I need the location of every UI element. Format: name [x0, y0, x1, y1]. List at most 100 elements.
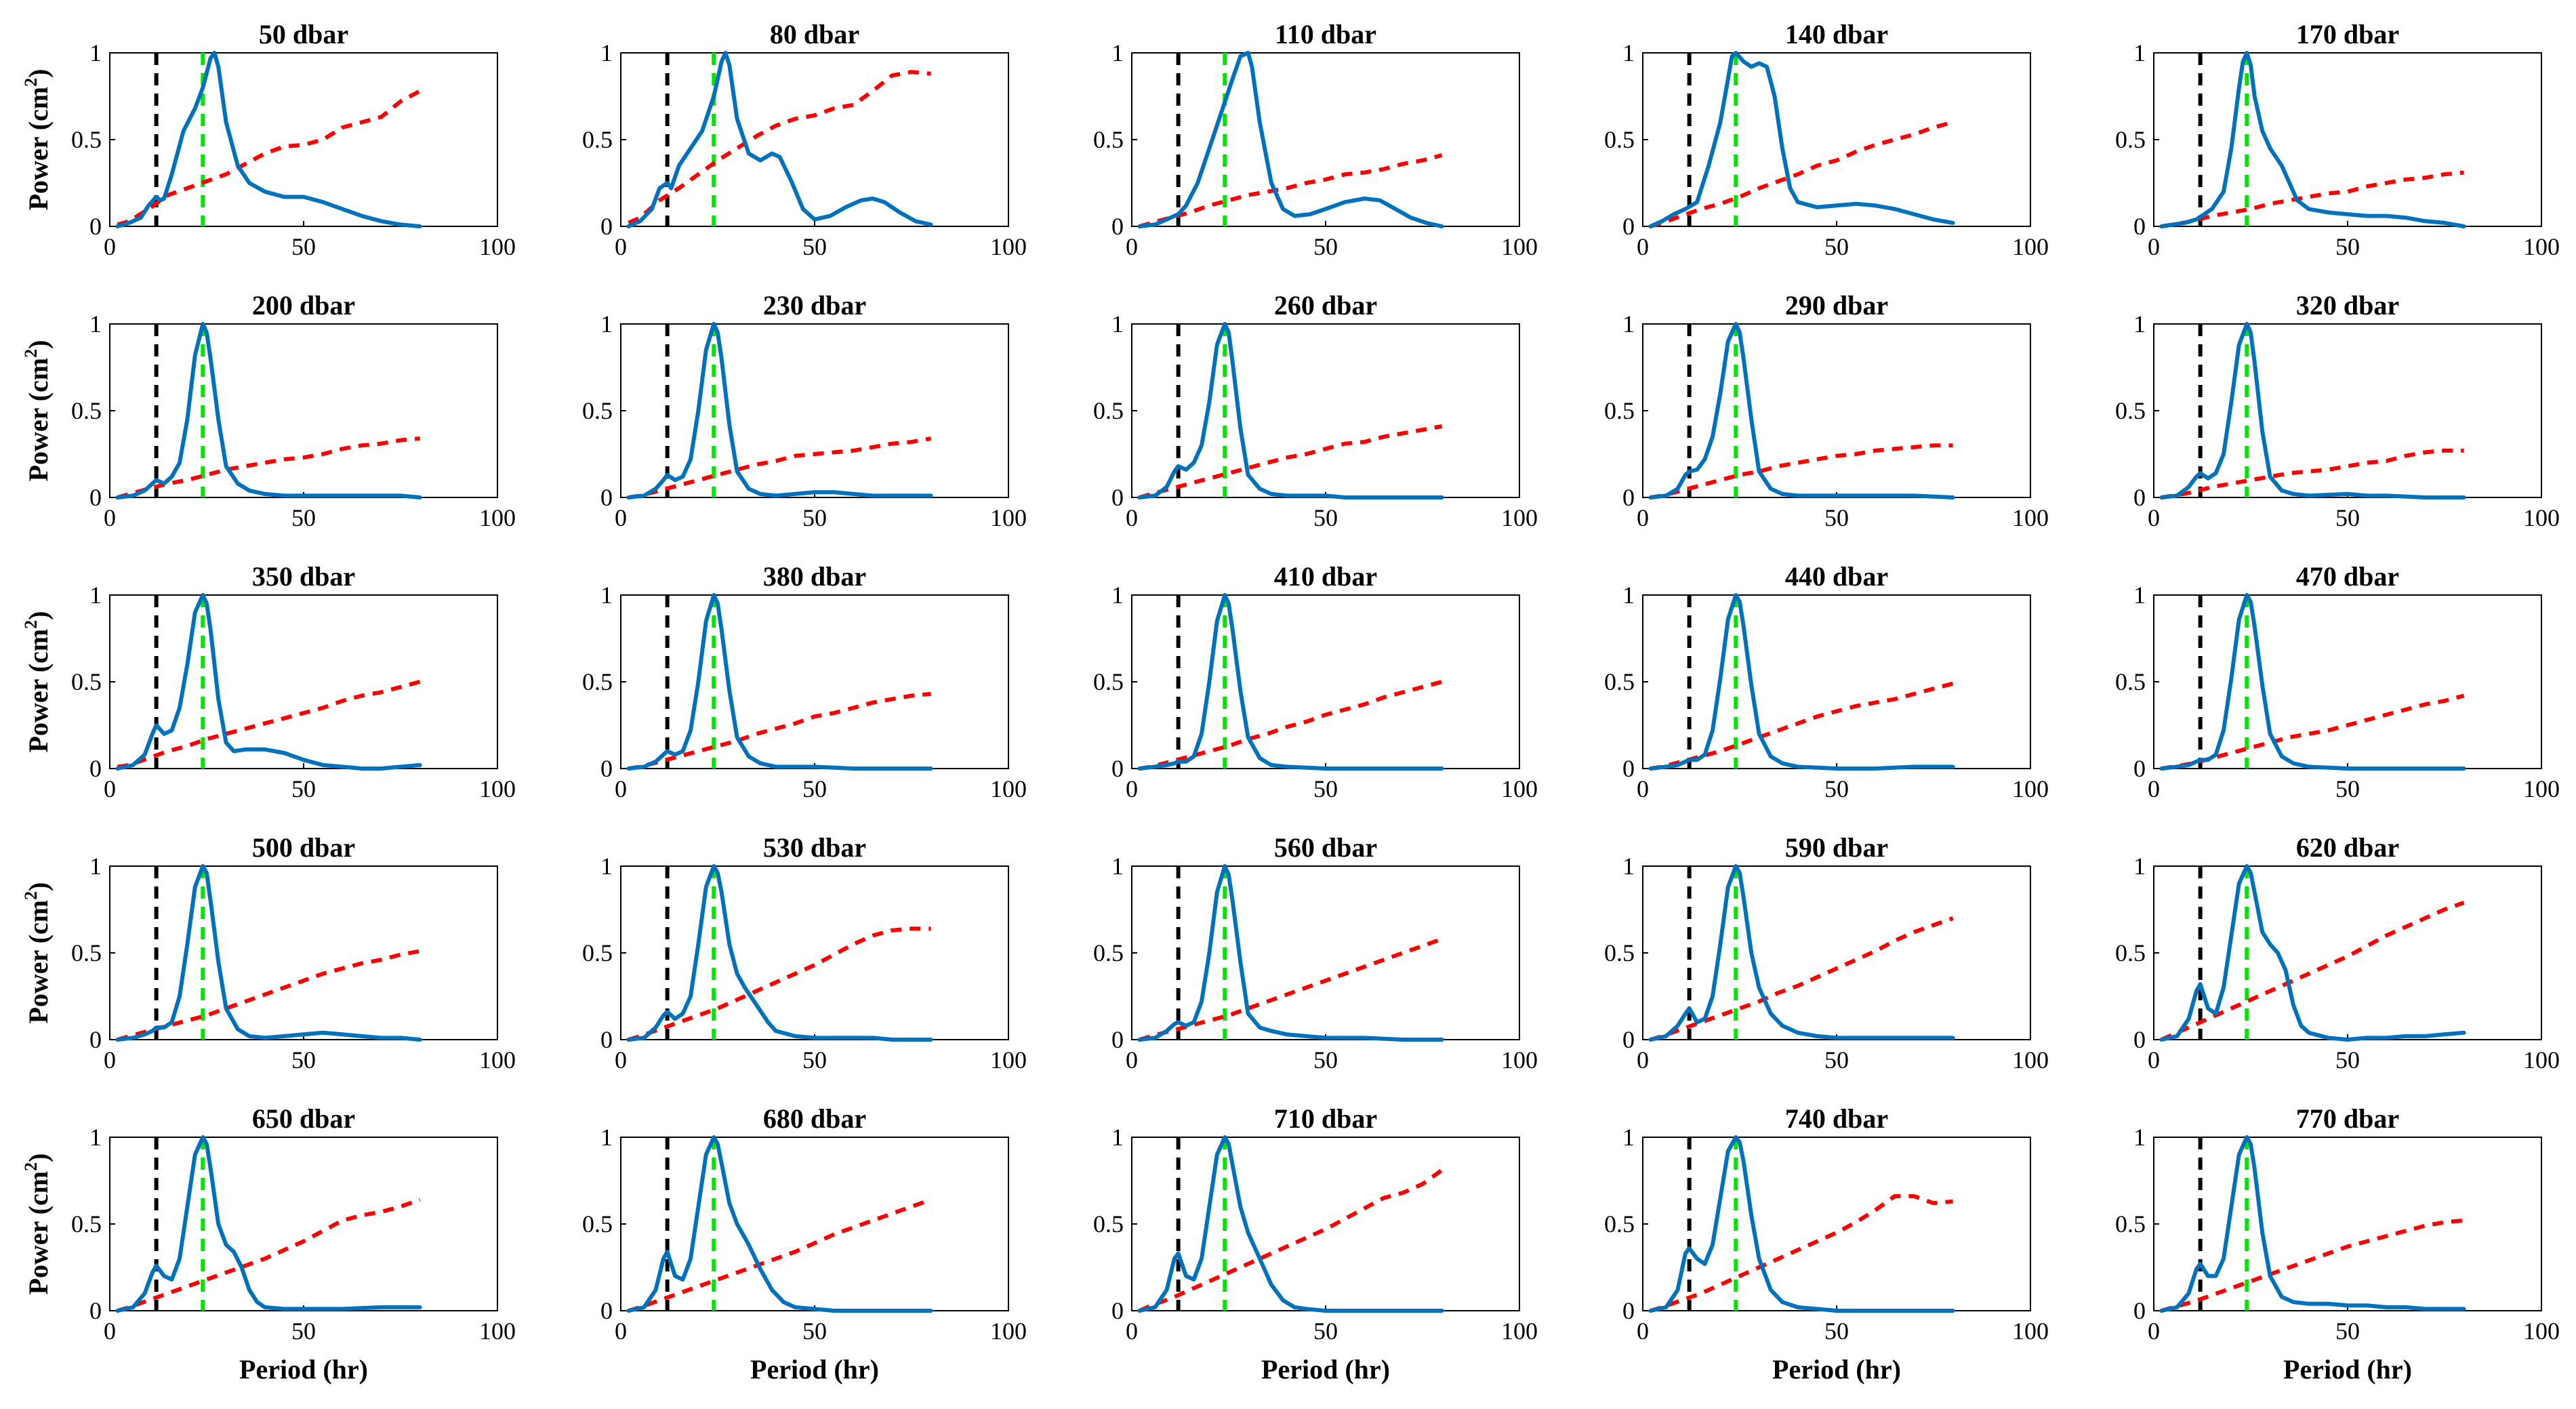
y-tick-label: 0.5	[1093, 1210, 1124, 1238]
x-axis-label: Period (hr)	[1772, 1354, 1901, 1385]
panel-title: 110 dbar	[1275, 19, 1376, 49]
significance-line	[1650, 443, 1953, 499]
significance-line	[628, 70, 931, 225]
axes-box	[109, 594, 498, 769]
panel: 0 50 100 0 0.5 1 200 dbar Power (cm2)	[21, 290, 516, 531]
panel-title: 560 dbar	[1274, 832, 1377, 863]
y-label-suffix: )	[23, 882, 54, 891]
significance-line	[628, 436, 932, 499]
y-tick-label: 1	[89, 39, 102, 66]
spectrum-line	[115, 593, 422, 771]
y-tick-label: 0.5	[1604, 397, 1635, 424]
y-tick-label: 0	[89, 1297, 102, 1324]
panel-title: 320 dbar	[2296, 290, 2399, 321]
y-label-prefix: Power (cm	[23, 629, 54, 753]
x-tick-label: 50	[2335, 1318, 2360, 1345]
y-tick-label: 0.5	[2115, 1210, 2146, 1238]
panel: 0 50 100 0 0.5 1 410 dbar	[1093, 561, 1538, 802]
y-tick-label: 1	[89, 581, 102, 609]
panel: 0 50 100 0 0.5 1 770 dbar Period (hr)	[2115, 1103, 2560, 1385]
y-tick-label: 0.5	[71, 1210, 102, 1238]
x-tick-label: 100	[1501, 504, 1538, 531]
panel-title: 440 dbar	[1785, 561, 1888, 592]
y-tick-label: 1	[600, 581, 613, 609]
x-tick-label: 0	[1637, 1318, 1649, 1345]
x-tick-label: 100	[2012, 233, 2049, 260]
x-tick-label: 100	[2012, 1318, 2049, 1345]
significance-line	[628, 926, 931, 1042]
panel: 0 50 100 0 0.5 1 230 dbar	[582, 290, 1027, 531]
panel-title: 770 dbar	[2296, 1103, 2399, 1134]
x-tick-label: 50	[2335, 775, 2360, 802]
panel-title: 740 dbar	[1785, 1103, 1888, 1134]
panel-title: 200 dbar	[252, 290, 355, 321]
x-tick-label: 0	[615, 775, 627, 802]
y-tick-label: 1	[1622, 1124, 1635, 1151]
x-tick-label: 0	[615, 504, 627, 531]
x-tick-label: 50	[1824, 775, 1849, 802]
y-tick-label: 0.5	[582, 1210, 613, 1238]
spectrum-line	[1137, 51, 1444, 228]
y-tick-label: 0	[2133, 213, 2146, 240]
axes-box	[1642, 865, 2031, 1040]
panel-title: 500 dbar	[252, 832, 355, 863]
y-tick-label: 0.5	[1093, 126, 1124, 153]
x-tick-label: 100	[990, 233, 1027, 260]
spectrum-line	[626, 51, 933, 228]
x-axis-label: Period (hr)	[1261, 1354, 1390, 1385]
x-tick-label: 0	[1126, 1046, 1138, 1074]
spectrum-line	[1648, 322, 1955, 499]
x-tick-label: 50	[802, 233, 827, 260]
panel-title: 590 dbar	[1785, 832, 1888, 863]
x-tick-label: 0	[104, 775, 116, 802]
y-label-suffix: )	[23, 611, 54, 620]
y-label-suffix: )	[23, 1153, 54, 1162]
axes-box	[109, 323, 498, 498]
y-label-superscript: 2	[21, 620, 41, 629]
significance-line	[1139, 424, 1443, 499]
x-tick-label: 50	[1313, 504, 1338, 531]
y-tick-label: 0.5	[71, 939, 102, 966]
axes-box	[1131, 1137, 1520, 1311]
x-tick-label: 50	[802, 1046, 827, 1074]
axes-box	[1131, 594, 1520, 769]
y-label-prefix: Power (cm	[23, 1171, 54, 1295]
x-tick-label: 0	[1637, 1046, 1649, 1074]
y-tick-label: 0	[89, 755, 102, 782]
y-tick-label: 0	[1111, 484, 1124, 511]
spectrum-line	[115, 322, 422, 499]
y-tick-label: 0.5	[71, 397, 102, 424]
x-tick-label: 100	[1501, 1318, 1538, 1345]
spectrum-line	[1137, 593, 1444, 771]
x-tick-label: 50	[1313, 233, 1338, 260]
significance-line	[117, 680, 421, 769]
panel-title: 680 dbar	[763, 1103, 866, 1134]
significance-line	[1650, 120, 1954, 228]
significance-line	[117, 89, 422, 227]
axes-box	[2153, 865, 2542, 1040]
x-tick-label: 100	[1501, 233, 1538, 260]
y-tick-label: 0.5	[1093, 939, 1124, 966]
spectrum-line	[626, 1135, 933, 1313]
y-tick-label: 0	[1111, 755, 1124, 782]
panel: 0 50 100 0 0.5 1 590 dbar	[1604, 832, 2049, 1074]
significance-line	[1139, 937, 1443, 1042]
x-tick-label: 100	[479, 1046, 516, 1074]
x-tick-label: 100	[2012, 504, 2049, 531]
x-tick-label: 0	[1126, 1318, 1138, 1345]
panel-title: 140 dbar	[1785, 19, 1888, 49]
x-tick-label: 100	[479, 1318, 516, 1345]
y-tick-label: 1	[1111, 39, 1124, 66]
axes-box	[1642, 1137, 2031, 1311]
y-tick-label: 1	[2133, 853, 2146, 880]
axes-box	[1131, 865, 1520, 1040]
x-tick-label: 50	[1824, 1046, 1849, 1074]
x-tick-label: 100	[2523, 233, 2560, 260]
significance-line	[1650, 916, 1954, 1042]
x-tick-label: 50	[1824, 1318, 1849, 1345]
y-axis-label: Power (cm2)	[21, 340, 54, 482]
y-tick-label: 0.5	[1093, 668, 1124, 695]
panel-title: 260 dbar	[1274, 290, 1377, 321]
spectrum-line	[2159, 864, 2466, 1042]
x-tick-label: 100	[990, 775, 1027, 802]
